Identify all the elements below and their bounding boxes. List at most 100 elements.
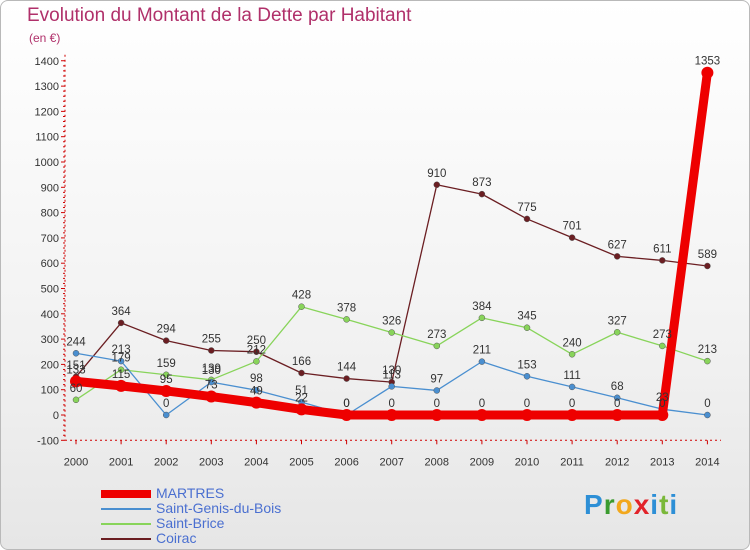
- data-label-martres: 0: [479, 398, 485, 410]
- data-label-martres: 95: [160, 374, 173, 386]
- data-label-saint-brice: 213: [698, 344, 717, 356]
- chart-subtitle: (en €): [29, 31, 61, 45]
- legend-swatch-saint-genis-du-bois: [101, 508, 151, 510]
- point-saint-brice: [72, 396, 80, 404]
- y-tick-label: 1000: [35, 157, 59, 169]
- point-saint-brice: [613, 329, 621, 336]
- data-label-saint-genis-du-bois: 153: [517, 359, 536, 371]
- x-tick-label: 2012: [605, 456, 629, 468]
- point-saint-genis-du-bois: [72, 350, 80, 357]
- data-label-saint-genis-du-bois: 97: [430, 373, 443, 385]
- point-saint-brice: [478, 314, 486, 322]
- y-tick-label: 300: [41, 334, 59, 346]
- y-tick-label: 100: [41, 385, 59, 397]
- legend-label-saint-brice: Saint-Brice: [156, 515, 225, 531]
- point-saint-genis-du-bois: [208, 378, 215, 386]
- data-label-saint-genis-du-bois: 244: [66, 336, 86, 348]
- data-label-coirac: 250: [247, 335, 266, 347]
- data-label-saint-brice: 273: [427, 329, 446, 341]
- x-tick-label: 2009: [470, 456, 494, 468]
- point-coirac: [253, 348, 260, 355]
- point-saint-brice: [162, 371, 170, 379]
- point-saint-brice: [253, 358, 260, 365]
- logo-letter-o: o: [615, 489, 634, 520]
- point-coirac: [659, 257, 666, 264]
- logo-letter-x: x: [633, 489, 651, 520]
- point-martres: [115, 379, 128, 392]
- data-label-coirac: 627: [608, 239, 627, 251]
- point-saint-brice: [704, 357, 711, 365]
- data-label-saint-brice: 378: [337, 302, 356, 314]
- point-martres: [701, 66, 714, 79]
- logo-letter-i2: i: [669, 489, 679, 520]
- data-label-martres: 0: [659, 398, 665, 410]
- point-saint-genis-du-bois: [704, 411, 711, 419]
- point-saint-brice: [523, 324, 531, 331]
- point-martres: [250, 396, 263, 409]
- data-label-saint-genis-du-bois: 51: [295, 385, 308, 397]
- point-saint-brice: [388, 329, 395, 336]
- point-martres: [521, 409, 533, 421]
- data-label-coirac: 701: [563, 221, 582, 233]
- data-label-martres: 0: [388, 398, 394, 410]
- x-tick-label: 2004: [244, 456, 268, 468]
- point-saint-genis-du-bois: [253, 386, 260, 394]
- data-label-saint-genis-du-bois: 113: [383, 369, 401, 381]
- data-label-coirac: 151: [66, 360, 85, 372]
- data-label-coirac: 255: [202, 333, 221, 345]
- point-saint-brice: [117, 366, 125, 373]
- point-saint-brice: [659, 342, 666, 350]
- point-martres: [656, 409, 669, 421]
- data-label-saint-brice: 428: [292, 290, 311, 302]
- legend-item-saint-brice: Saint-Brice: [101, 515, 361, 531]
- point-saint-genis-du-bois: [388, 383, 395, 390]
- point-martres: [475, 409, 488, 421]
- point-martres: [340, 409, 353, 421]
- point-coirac: [117, 319, 125, 327]
- data-label-coirac: 166: [292, 356, 311, 368]
- legend-item-saint-genis-du-bois: Saint-Genis-du-Bois: [101, 500, 361, 516]
- x-tick-label: 2002: [154, 456, 178, 468]
- data-label-saint-brice: 60: [70, 383, 83, 395]
- legend-label-martres: MARTRES: [156, 485, 225, 501]
- point-coirac: [523, 215, 531, 223]
- point-coirac: [433, 181, 441, 189]
- data-label-saint-genis-du-bois: 98: [250, 373, 263, 385]
- point-coirac: [298, 369, 305, 377]
- data-label-saint-brice: 240: [563, 337, 582, 349]
- data-label-martres: 0: [569, 398, 575, 410]
- y-tick-label: 1400: [35, 56, 59, 68]
- chart-axes: -100010020030040050060070080090010001100…: [35, 54, 721, 468]
- data-label-saint-brice: 179: [112, 353, 131, 365]
- point-saint-brice: [298, 303, 305, 310]
- y-tick-label: 800: [41, 208, 59, 220]
- data-label-saint-genis-du-bois: 213: [112, 344, 131, 356]
- point-saint-genis-du-bois: [568, 383, 576, 391]
- x-tick-label: 2001: [109, 456, 133, 468]
- legend: MARTRES Saint-Genis-du-Bois Saint-Brice …: [101, 485, 361, 546]
- x-tick-label: 2008: [425, 456, 449, 468]
- data-label-coirac: 589: [698, 249, 717, 261]
- x-tick-label: 2006: [334, 456, 358, 468]
- point-coirac: [568, 234, 576, 241]
- point-coirac: [704, 262, 711, 270]
- data-label-martres: 0: [434, 398, 440, 410]
- data-label-saint-brice: 384: [472, 301, 492, 313]
- data-label-saint-genis-du-bois: 0: [343, 398, 349, 410]
- chart-title: Evolution du Montant de la Dette par Hab…: [27, 5, 412, 26]
- point-martres: [295, 403, 308, 416]
- data-label-saint-brice: 326: [382, 316, 401, 328]
- data-label-coirac: 294: [157, 324, 177, 336]
- data-label-saint-brice: 327: [608, 315, 627, 327]
- point-saint-brice: [433, 342, 441, 350]
- series-line-coirac: [75, 184, 709, 383]
- y-tick-label: 1100: [35, 132, 59, 144]
- data-label-martres: 22: [295, 392, 308, 404]
- y-tick-label: 1200: [35, 106, 59, 118]
- point-saint-genis-du-bois: [613, 394, 621, 402]
- data-label-coirac: 775: [517, 202, 536, 214]
- y-tick-label: 0: [53, 410, 59, 422]
- data-label-saint-genis-du-bois: 211: [473, 345, 491, 357]
- x-tick-label: 2011: [560, 456, 584, 468]
- logo-letter-p: P: [584, 489, 604, 520]
